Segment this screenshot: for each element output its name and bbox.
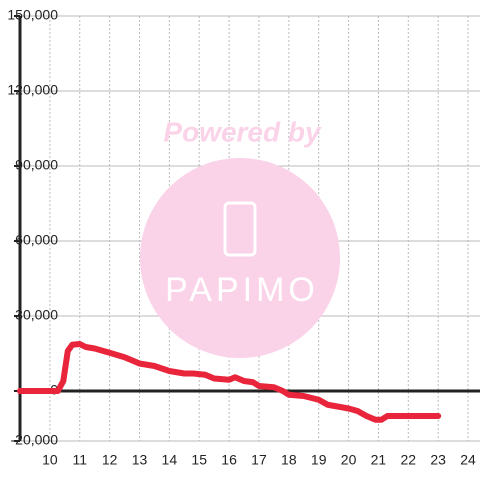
x-tick-label: 11	[72, 452, 87, 468]
watermark-text: PAPIMO	[165, 271, 319, 309]
x-tick-label: 22	[401, 452, 417, 468]
y-tick-label: 90,000	[15, 157, 58, 173]
y-tick-label: -20,000	[11, 432, 59, 448]
x-tick-label: 23	[430, 452, 446, 468]
y-tick-label: 150,000	[7, 7, 58, 23]
x-tick-label: 18	[281, 452, 297, 468]
x-tick-label: 10	[42, 452, 58, 468]
x-tick-label: 15	[191, 452, 207, 468]
watermark-circle	[140, 158, 340, 358]
x-tick-label: 17	[251, 452, 267, 468]
x-tick-label: 12	[102, 452, 118, 468]
watermark-icon	[223, 201, 257, 257]
y-tick-label: 30,000	[15, 307, 58, 323]
x-tick-label: 13	[132, 452, 148, 468]
x-tick-label: 19	[311, 452, 327, 468]
y-tick-label: 60,000	[15, 232, 58, 248]
data-line	[17, 341, 442, 423]
y-tick-label: 120,000	[7, 82, 58, 98]
x-tick-label: 16	[221, 452, 237, 468]
watermark-text: Powered by	[163, 116, 322, 147]
x-tick-label: 14	[162, 452, 178, 468]
x-tick-label: 20	[341, 452, 357, 468]
x-tick-label: 24	[460, 452, 476, 468]
x-tick-label: 21	[371, 452, 387, 468]
